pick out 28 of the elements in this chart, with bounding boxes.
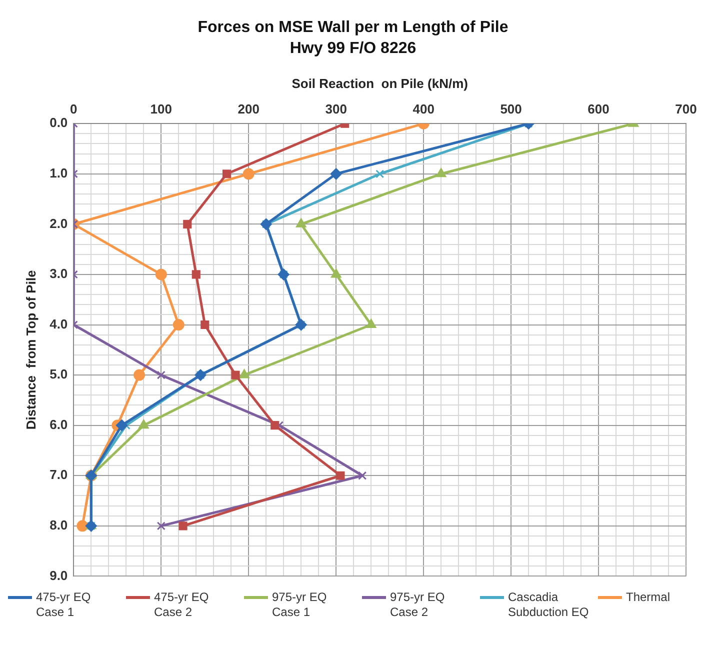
chart-title: Forces on MSE Wall per m Length of Pile bbox=[198, 19, 508, 36]
legend-label: 475-yr EQ Case 1 bbox=[36, 590, 92, 620]
y-tick-label: 4.0 bbox=[50, 316, 68, 332]
y-tick-label: 6.0 bbox=[50, 416, 68, 432]
y-tick-label: 8.0 bbox=[50, 517, 68, 532]
legend-label: Cascadia Subduction EQ bbox=[508, 590, 590, 620]
y-tick-label: 3.0 bbox=[50, 266, 68, 282]
y-tick-label: 0.0 bbox=[50, 115, 68, 130]
y-axis-title: Distance from Top of Pile bbox=[23, 270, 38, 430]
y-tick-label: 1.0 bbox=[50, 165, 68, 180]
x-tick-label: 100 bbox=[150, 101, 172, 116]
legend-label: 975-yr EQ Case 1 bbox=[272, 590, 328, 620]
x-tick-label: 600 bbox=[588, 101, 610, 116]
x-tick-label: 400 bbox=[412, 101, 434, 116]
x-tick-label: 200 bbox=[238, 101, 260, 116]
x-tick-label: 700 bbox=[675, 101, 697, 116]
chart-subtitle: Hwy 99 F/O 8226 bbox=[290, 40, 416, 58]
y-tick-label: 2.0 bbox=[50, 216, 68, 231]
x-tick-label: 500 bbox=[500, 101, 522, 116]
x-axis-title: Soil Reaction on Pile (kN/m) bbox=[292, 76, 468, 91]
y-tick-label: 5.0 bbox=[50, 366, 68, 382]
x-tick-label: 300 bbox=[325, 101, 347, 116]
x-tick-label: 0 bbox=[70, 101, 78, 116]
y-tick-label: 7.0 bbox=[50, 467, 68, 482]
legend-label: 975-yr EQ Case 2 bbox=[390, 590, 446, 620]
y-tick-label: 9.0 bbox=[50, 568, 68, 583]
legend-label: Thermal bbox=[626, 590, 672, 605]
legend-label: 475-yr EQ Case 2 bbox=[154, 590, 210, 620]
